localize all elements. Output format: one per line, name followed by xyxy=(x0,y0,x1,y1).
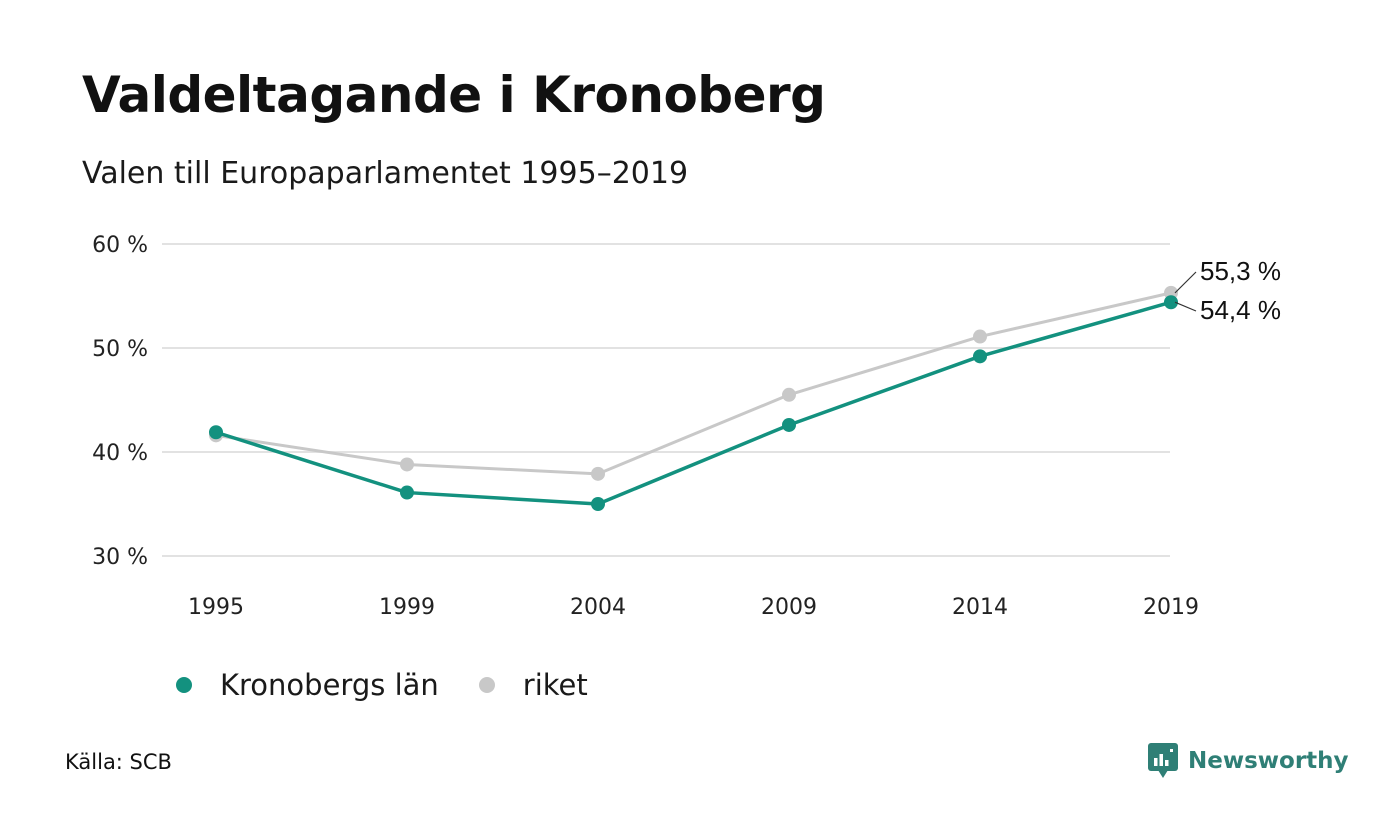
end-label-riket: 55,3 % xyxy=(1200,256,1281,286)
data-point-kronoberg-2019 xyxy=(1164,295,1178,310)
legend: Kronobergs län riket xyxy=(176,668,628,702)
x-tick-label-1995: 1995 xyxy=(188,595,244,620)
newsworthy-logo-icon xyxy=(1148,743,1178,778)
end-label-leader-kronoberg xyxy=(1174,301,1197,312)
line-chart: 30 % 40 % 50 % 60 % 1995 1999 2004 2009 2014 201… xyxy=(92,233,1281,620)
data-point-kronoberg-1995 xyxy=(209,425,223,440)
x-tick-label-2019: 2019 xyxy=(1143,595,1199,620)
brand-logo: Newsworthy xyxy=(1148,743,1349,779)
x-tick-label-2014: 2014 xyxy=(952,595,1008,620)
x-axis-ticks: 1995 1999 2004 2009 2014 2019 xyxy=(188,595,1199,620)
series-line-kronoberg xyxy=(215,300,1172,506)
legend-item-kronoberg: Kronobergs län xyxy=(176,668,439,702)
y-tick-label-60: 60 % xyxy=(92,233,148,258)
source-note: Källa: SCB xyxy=(65,750,172,774)
end-label-leader-riket xyxy=(1174,271,1197,294)
y-tick-label-30: 30 % xyxy=(92,545,148,570)
legend-item-riket: riket xyxy=(478,668,588,702)
legend-label-kronoberg: Kronobergs län xyxy=(220,668,439,702)
y-axis-ticks: 30 % 40 % 50 % 60 % xyxy=(92,233,148,570)
gridlines xyxy=(162,243,1170,557)
data-point-riket-2004 xyxy=(591,466,605,481)
x-tick-label-2004: 2004 xyxy=(570,595,626,620)
end-label-kronoberg: 54,4 % xyxy=(1200,295,1281,325)
chart-title: Valdeltagande i Kronoberg xyxy=(82,66,826,124)
data-point-riket-1999 xyxy=(400,457,414,472)
series-line-riket xyxy=(215,291,1172,476)
x-tick-label-2009: 2009 xyxy=(761,595,817,620)
y-tick-label-50: 50 % xyxy=(92,337,148,362)
legend-label-riket: riket xyxy=(522,668,588,702)
legend-marker-kronoberg xyxy=(176,677,192,693)
series xyxy=(209,285,1178,511)
data-point-riket-2014 xyxy=(973,329,987,344)
data-point-kronoberg-2009 xyxy=(782,417,796,432)
brand-name: Newsworthy xyxy=(1188,748,1349,774)
x-tick-label-1999: 1999 xyxy=(379,595,435,620)
end-labels: 55,3 % 54,4 % xyxy=(1174,256,1281,325)
data-point-kronoberg-1999 xyxy=(400,485,414,500)
chart-subtitle: Valen till Europaparlamentet 1995–2019 xyxy=(82,156,689,191)
legend-marker-riket xyxy=(478,677,495,693)
data-point-kronoberg-2014 xyxy=(973,349,987,364)
data-point-riket-2009 xyxy=(782,387,796,402)
data-point-kronoberg-2004 xyxy=(591,497,605,511)
y-tick-label-40: 40 % xyxy=(92,441,148,466)
